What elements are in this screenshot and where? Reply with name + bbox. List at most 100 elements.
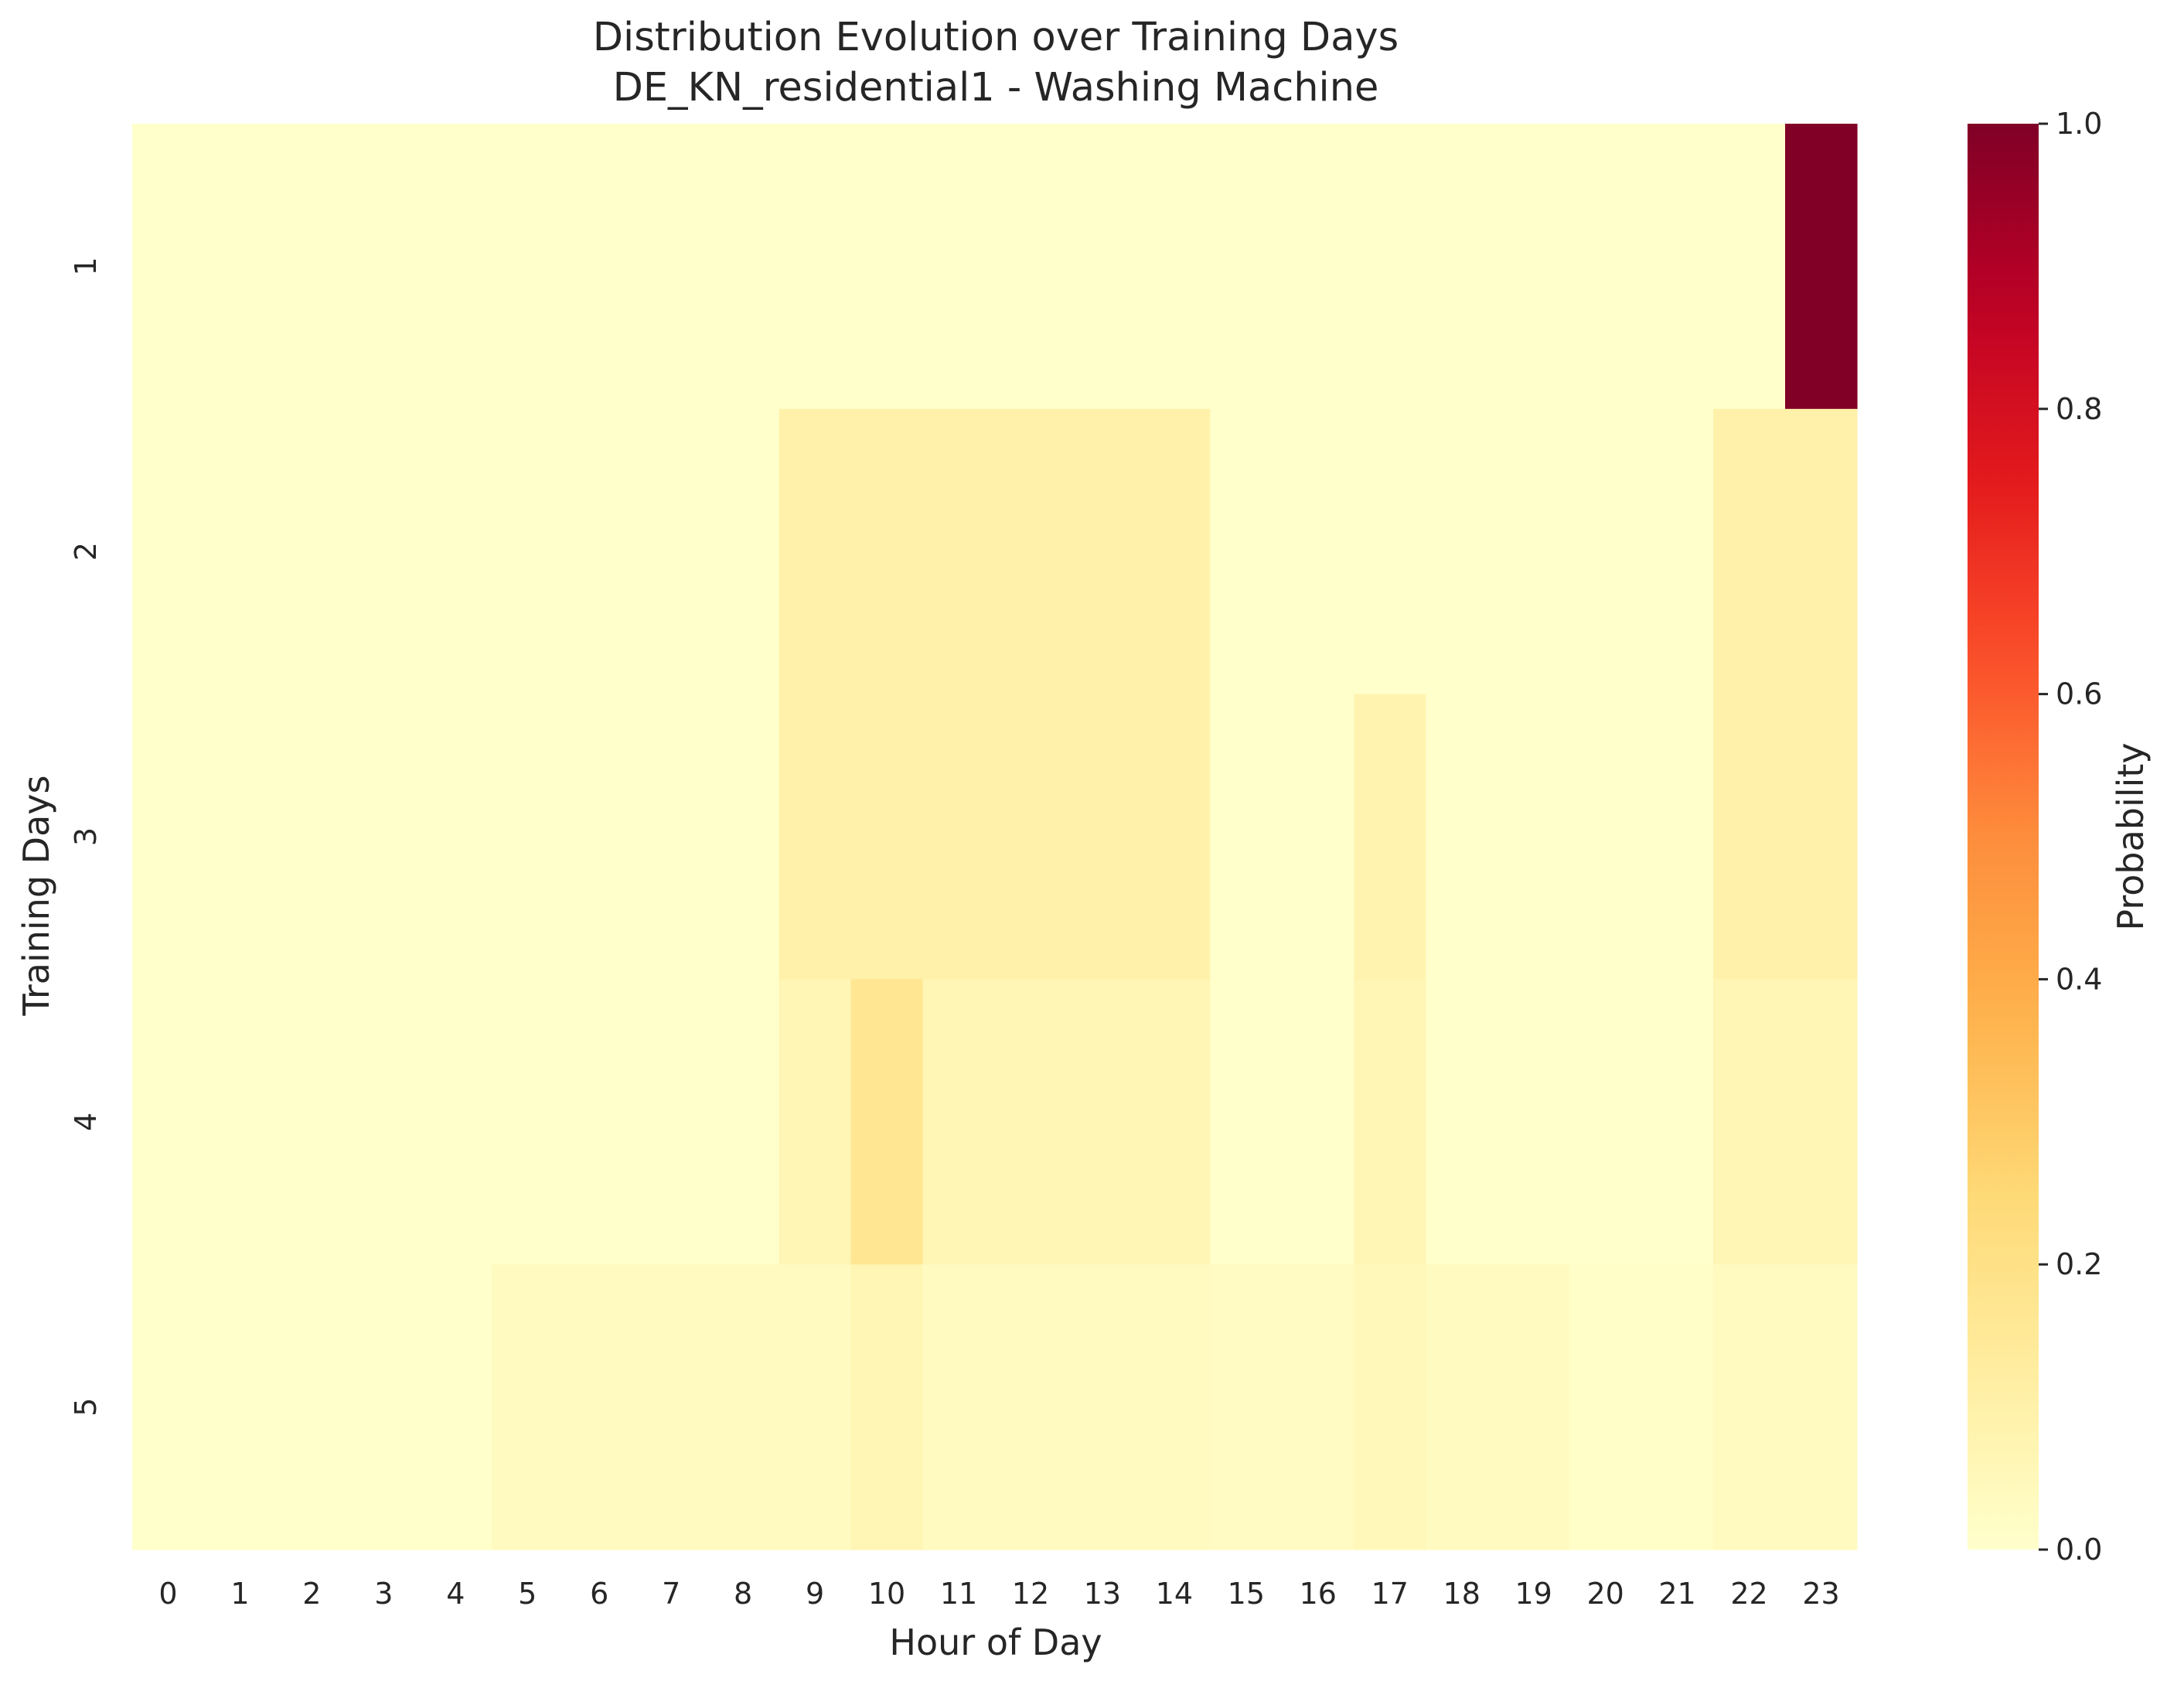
heatmap-cell-day4-hour8 (707, 979, 780, 1265)
heatmap-cell-day5-hour3 (347, 1264, 421, 1550)
heatmap-cell-day4-hour1 (203, 979, 277, 1265)
heatmap-cell-day4-hour9 (779, 979, 852, 1265)
colorbar-tick-label: 0.8 (2056, 392, 2102, 426)
x-tick-label: 10 (868, 1577, 905, 1611)
x-tick-label: 11 (940, 1577, 977, 1611)
heatmap-cell-day4-hour14 (1138, 979, 1211, 1265)
x-tick-label: 2 (302, 1577, 321, 1611)
heatmap-cell-day3-hour14 (1138, 694, 1211, 980)
heatmap-cell-day1-hour14 (1138, 124, 1211, 410)
heatmap-cell-day5-hour15 (1210, 1264, 1283, 1550)
heatmap-cell-day5-hour23 (1785, 1264, 1858, 1550)
heatmap-cell-day5-hour8 (707, 1264, 780, 1550)
heatmap-cell-day2-hour22 (1713, 408, 1786, 695)
x-tick-label: 3 (374, 1577, 393, 1611)
heatmap-cell-day1-hour17 (1354, 124, 1426, 410)
x-tick-label: 17 (1371, 1577, 1409, 1611)
heatmap-cell-day3-hour21 (1641, 694, 1714, 980)
heatmap-cell-day5-hour19 (1497, 1264, 1570, 1550)
x-tick-label: 18 (1443, 1577, 1480, 1611)
x-tick-label: 0 (158, 1577, 177, 1611)
heatmap-cell-day1-hour10 (850, 124, 924, 410)
y-tick-labels: 1 2 3 4 5 (69, 257, 103, 1416)
heatmap-cell-day5-hour1 (203, 1264, 277, 1550)
heatmap-cell-day2-hour15 (1210, 408, 1283, 695)
chart-subtitle: DE_KN_residential1 - Washing Machine (613, 65, 1379, 111)
heatmap-cell-day5-hour11 (922, 1264, 996, 1550)
y-tick-label: 4 (69, 1113, 103, 1131)
x-tick-label: 7 (662, 1577, 680, 1611)
heatmap-cell-day2-hour7 (635, 408, 708, 695)
x-tick-label: 12 (1012, 1577, 1049, 1611)
heatmap-cell-day4-hour20 (1569, 979, 1642, 1265)
heatmap-cell-day3-hour15 (1210, 694, 1283, 980)
heatmap-cell-day3-hour16 (1282, 694, 1354, 980)
heatmap-cell-day5-hour7 (635, 1264, 708, 1550)
heatmap-cell-day1-hour18 (1426, 124, 1498, 410)
heatmap-cell-day4-hour15 (1210, 979, 1283, 1265)
heatmap-cell-day3-hour4 (419, 694, 492, 980)
x-tick-label: 13 (1084, 1577, 1121, 1611)
heatmap-cell-day3-hour11 (922, 694, 996, 980)
heatmap-cell-day4-hour6 (563, 979, 636, 1265)
heatmap-cell-day3-hour18 (1426, 694, 1498, 980)
heatmap-cell-day4-hour12 (994, 979, 1068, 1265)
heatmap-cell-day3-hour5 (491, 694, 564, 980)
x-tick-label: 6 (590, 1577, 608, 1611)
y-tick-label: 5 (69, 1398, 103, 1417)
heatmap-cell-day1-hour15 (1210, 124, 1283, 410)
heatmap-cell-day1-hour8 (707, 124, 780, 410)
heatmap-cell-day3-hour13 (1066, 694, 1140, 980)
heatmap-cell-day1-hour3 (347, 124, 421, 410)
heatmap-cell-day2-hour16 (1282, 408, 1354, 695)
colorbar-ticks: 0.0 0.2 0.4 0.6 0.8 1.0 (2039, 107, 2102, 1567)
heatmap-cell-day5-hour16 (1282, 1264, 1354, 1550)
heatmap-cell-day4-hour23 (1785, 979, 1858, 1265)
heatmap-cell-day1-hour13 (1066, 124, 1140, 410)
x-tick-label: 14 (1156, 1577, 1193, 1611)
heatmap-cell-day3-hour1 (203, 694, 277, 980)
heatmap-cell-day4-hour3 (347, 979, 421, 1265)
heatmap-cell-day5-hour10 (850, 1264, 924, 1550)
heatmap-cell-day1-hour22 (1713, 124, 1786, 410)
heatmap-cell-day1-hour7 (635, 124, 708, 410)
y-tick-label: 2 (69, 542, 103, 561)
x-tick-label: 4 (446, 1577, 465, 1611)
x-tick-label: 5 (518, 1577, 537, 1611)
heatmap-cell-day5-hour6 (563, 1264, 636, 1550)
colorbar-tick-label: 0.4 (2056, 962, 2102, 996)
heatmap-cell-day2-hour13 (1066, 408, 1140, 695)
heatmap-cell-day3-hour17 (1354, 694, 1426, 980)
heatmap-cell-day5-hour5 (491, 1264, 564, 1550)
heatmap-cell-day3-hour3 (347, 694, 421, 980)
heatmap-cell-day4-hour16 (1282, 979, 1354, 1265)
heatmap-cell-day2-hour6 (563, 408, 636, 695)
x-tick-label: 23 (1802, 1577, 1839, 1611)
heatmap-cell-day2-hour3 (347, 408, 421, 695)
x-tick-label: 21 (1658, 1577, 1695, 1611)
colorbar-label: Probability (2110, 742, 2152, 930)
heatmap-cell-day1-hour12 (994, 124, 1068, 410)
heatmap-cell-day5-hour4 (419, 1264, 492, 1550)
heatmap-cell-day1-hour0 (132, 124, 205, 410)
x-axis-label: Hour of Day (889, 1622, 1102, 1663)
heatmap-cell-day1-hour16 (1282, 124, 1354, 410)
colorbar-tick-label: 0.6 (2056, 677, 2102, 711)
heatmap-cell-day4-hour5 (491, 979, 564, 1265)
heatmap-cell-day2-hour10 (850, 408, 924, 695)
heatmap-cell-day4-hour11 (922, 979, 996, 1265)
x-tick-label: 16 (1300, 1577, 1337, 1611)
heatmap-cell-day2-hour2 (275, 408, 349, 695)
heatmap-cell-day2-hour11 (922, 408, 996, 695)
heatmap-cell-day1-hour6 (563, 124, 636, 410)
heatmap-cell-day4-hour17 (1354, 979, 1426, 1265)
heatmap-cell-day4-hour21 (1641, 979, 1714, 1265)
heatmap-cell-day2-hour4 (419, 408, 492, 695)
heatmap-cell-day4-hour4 (419, 979, 492, 1265)
heatmap-cell-day5-hour12 (994, 1264, 1068, 1550)
heatmap-cell-day3-hour7 (635, 694, 708, 980)
heatmap-cell-day2-hour21 (1641, 408, 1714, 695)
heatmap-cell-day4-hour19 (1497, 979, 1570, 1265)
